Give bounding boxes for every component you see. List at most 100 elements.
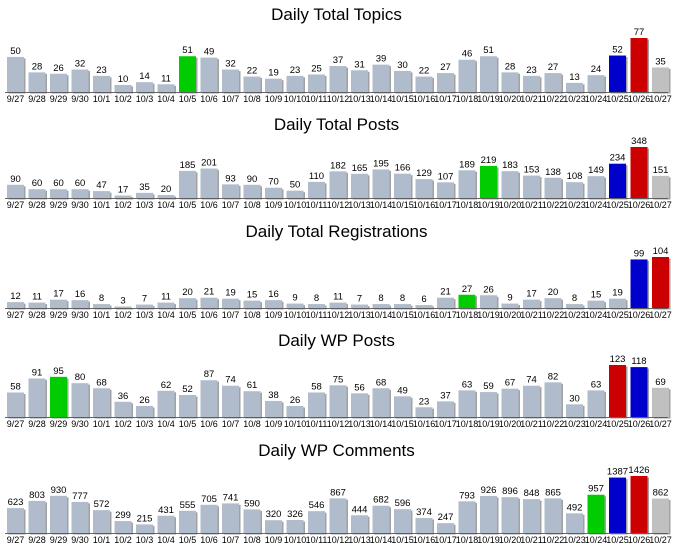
category-label: 9/30 [71,94,89,104]
bar-value-label: 185 [180,160,196,171]
category-label: 10/16 [413,94,436,104]
bar [136,304,153,308]
bar [71,383,89,417]
category-label: 9/30 [71,310,89,320]
bar-value-label: 68 [96,377,107,388]
bar-value-label: 957 [588,484,604,495]
category-label: 10/24 [585,94,608,104]
bar-value-label: 60 [32,178,43,189]
bar-value-label: 24 [591,64,602,75]
bar [93,75,110,92]
bar [329,66,347,92]
category-label: 10/4 [157,419,175,429]
bar [501,497,519,533]
bar-value-label: 32 [75,59,86,70]
bar [415,518,433,533]
bar [222,503,239,533]
bar-value-label: 93 [225,173,236,184]
bar-value-label: 23 [290,65,301,76]
category-label: 10/22 [542,419,565,429]
category-label: 10/10 [284,200,307,210]
bar [566,304,583,308]
category-label: 10/5 [179,94,197,104]
bar [437,401,454,417]
bar [372,505,390,533]
bar-value-label: 326 [287,509,303,520]
bar-value-label: 151 [653,165,669,176]
bar-value-label: 195 [373,158,389,169]
category-label: 10/26 [628,310,651,320]
bar [157,515,175,533]
bar-value-label: 572 [94,499,110,510]
bar [587,176,605,198]
bar [566,404,583,417]
category-label: 9/30 [71,200,89,210]
bar [329,302,347,308]
bar [480,165,497,198]
bar [372,64,390,92]
category-label: 10/13 [348,200,371,210]
category-label: 9/30 [71,535,89,545]
bar-value-label: 52 [182,384,193,395]
bar-value-label: 374 [416,507,432,518]
bar-value-label: 8 [572,293,577,304]
bar-value-label: 99 [634,248,645,259]
bar-value-label: 9 [507,293,512,304]
category-label: 10/12 [327,535,350,545]
category-label: 10/15 [391,419,414,429]
bar-value-label: 110 [309,171,324,182]
bar-value-label: 1426 [628,465,649,476]
bar [415,76,433,92]
category-label: 10/21 [520,310,543,320]
bar [458,501,476,533]
category-label: 9/27 [7,310,25,320]
bar [265,300,282,308]
bar [7,302,24,308]
bar [265,520,282,533]
bar-value-label: 26 [483,284,494,295]
bar [222,298,239,308]
category-label: 10/7 [222,419,240,429]
category-label: 9/28 [28,535,46,545]
category-label: 10/4 [157,310,175,320]
bar-value-label: 35 [139,182,150,193]
category-label: 10/27 [649,200,672,210]
category-label: 10/19 [477,535,500,545]
bar [114,84,132,92]
bar [7,184,24,198]
chart-panel-wp-posts: Daily WP Posts 58 9/27 91 9/28 95 9/29 80 9/30 6… [0,326,673,435]
category-label: 10/26 [628,535,651,545]
bar-value-label: 58 [10,381,21,392]
bar-value-label: 26 [53,63,64,74]
bar [71,501,89,533]
category-label: 10/25 [606,94,629,104]
category-label: 10/3 [136,94,154,104]
bar-value-label: 777 [72,491,88,502]
bar [630,147,648,198]
category-label: 10/20 [499,200,522,210]
bar-value-label: 15 [247,290,258,301]
bar [50,376,67,417]
bar-value-label: 38 [268,390,279,401]
bar-value-label: 682 [373,495,389,506]
bar-value-label: 60 [75,178,86,189]
bar [179,298,196,308]
bar-value-label: 52 [612,45,623,56]
bar [544,177,562,198]
category-label: 10/8 [243,94,261,104]
category-label: 10/4 [157,94,175,104]
bar [136,406,153,417]
category-label: 10/11 [306,94,328,104]
bar [243,184,261,198]
bar [415,305,433,308]
bar [71,300,89,308]
bar [587,300,605,308]
bar-value-label: 47 [96,180,107,191]
bar-value-label: 7 [142,294,147,305]
bar [308,304,325,308]
bar [71,189,89,198]
bar [351,70,368,92]
category-label: 10/2 [114,535,132,545]
bar-value-label: 234 [610,153,626,164]
bar-value-label: 182 [330,160,346,171]
